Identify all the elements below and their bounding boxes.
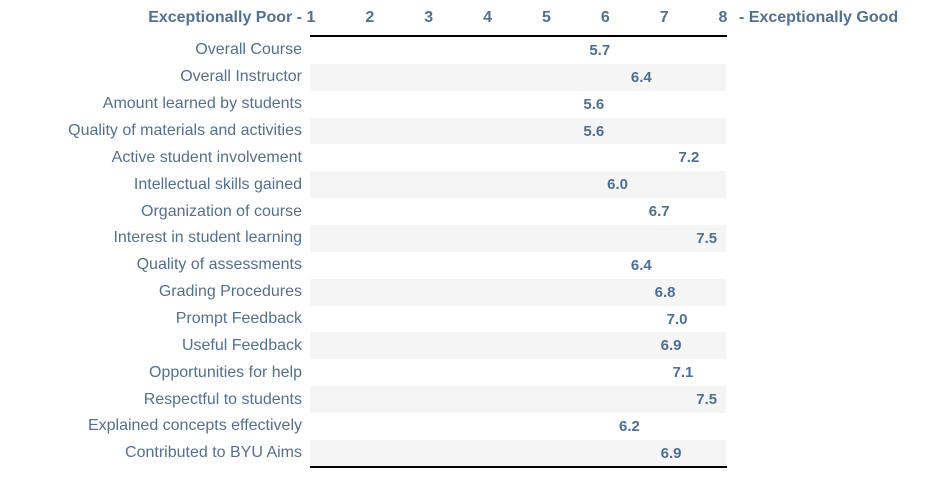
chart-row: Explained concepts effectively 6.2 bbox=[0, 413, 952, 440]
row-value: 6.7 bbox=[648, 203, 670, 221]
scale-tick-6: 6 bbox=[600, 9, 610, 26]
chart-row: Useful Feedback 6.9 bbox=[0, 332, 952, 360]
row-value: 5.6 bbox=[583, 122, 605, 140]
row-label: Opportunities for help bbox=[149, 363, 302, 381]
row-band: 5.6 bbox=[310, 91, 726, 118]
row-value: 6.9 bbox=[660, 444, 682, 462]
chart-row: Organization of course 6.7 bbox=[0, 198, 952, 225]
row-label: Contributed to BYU Aims bbox=[125, 444, 302, 462]
row-label: Quality of materials and activities bbox=[68, 122, 302, 139]
chart-row: Grading Procedures 6.8 bbox=[0, 278, 952, 306]
scale-header: Exceptionally Poor - 1 2 3 4 5 6 7 8 - Exceptio… bbox=[0, 4, 952, 32]
row-label: Respectful to students bbox=[143, 390, 302, 408]
chart-row: Contributed to BYU Aims 6.9 bbox=[0, 439, 952, 467]
scale-tick-7: 7 bbox=[659, 9, 669, 26]
row-label: Interest in student learning bbox=[113, 229, 302, 247]
row-label: Organization of course bbox=[141, 202, 302, 220]
row-value: 5.7 bbox=[589, 41, 611, 59]
chart-rows: Overall Course 5.7 Overall Instructor 6.4 Am… bbox=[0, 37, 952, 467]
chart-row: Overall Course 5.7 bbox=[0, 37, 952, 64]
row-label: Quality of assessments bbox=[136, 256, 302, 274]
row-value: 7.1 bbox=[672, 364, 694, 382]
chart-row: Quality of assessments 6.4 bbox=[0, 252, 952, 279]
row-value: 7.5 bbox=[696, 391, 718, 409]
row-band: 6.4 bbox=[310, 252, 726, 279]
row-value: 7.2 bbox=[678, 149, 700, 167]
row-band: 7.5 bbox=[310, 386, 726, 414]
row-label: Grading Procedures bbox=[158, 283, 302, 301]
row-label: Prompt Feedback bbox=[175, 310, 302, 328]
chart-row: Interest in student learning 7.5 bbox=[0, 225, 952, 252]
row-label: Intellectual skills gained bbox=[133, 175, 302, 193]
scale-tick-2: 2 bbox=[365, 9, 375, 26]
chart-row: Respectful to students 7.5 bbox=[0, 386, 952, 414]
row-band: 7.0 bbox=[310, 306, 726, 333]
row-label: Useful Feedback bbox=[181, 336, 302, 354]
row-label: Overall Course bbox=[195, 41, 302, 59]
row-band: 6.8 bbox=[310, 278, 726, 306]
row-value: 5.6 bbox=[583, 95, 605, 113]
chart-row: Amount learned by students 5.6 bbox=[0, 91, 952, 118]
scale-tick-4: 4 bbox=[483, 9, 493, 26]
row-band: 5.6 bbox=[310, 117, 726, 145]
row-value: 6.4 bbox=[630, 68, 652, 86]
bottom-axis-line bbox=[310, 466, 727, 468]
chart-row: Intellectual skills gained 6.0 bbox=[0, 171, 952, 199]
row-value: 6.9 bbox=[660, 337, 682, 355]
row-label: Active student involvement bbox=[111, 148, 302, 166]
row-value: 6.8 bbox=[654, 283, 676, 301]
row-label: Amount learned by students bbox=[102, 95, 302, 113]
scale-tick-5: 5 bbox=[541, 9, 551, 26]
chart-row: Overall Instructor 6.4 bbox=[0, 63, 952, 91]
row-value: 7.5 bbox=[696, 229, 718, 247]
row-value: 6.0 bbox=[607, 176, 628, 194]
row-band: 5.7 bbox=[310, 37, 726, 64]
scale-tick-row: 1 2 3 4 5 6 7 8 bbox=[307, 4, 728, 32]
row-band: 6.7 bbox=[310, 198, 726, 225]
scale-min-label: Exceptionally Poor - bbox=[148, 9, 302, 26]
row-value: 6.4 bbox=[630, 256, 652, 274]
row-band: 6.9 bbox=[310, 439, 726, 467]
row-band: 6.9 bbox=[310, 332, 726, 360]
row-label: Overall Instructor bbox=[180, 68, 302, 86]
scale-tick-3: 3 bbox=[424, 9, 434, 26]
row-band: 6.4 bbox=[310, 63, 726, 91]
chart-row: Prompt Feedback 7.0 bbox=[0, 306, 952, 333]
row-band: 7.5 bbox=[310, 225, 726, 252]
scale-max-label: - Exceptionally Good bbox=[739, 9, 899, 26]
chart-row: Quality of materials and activities 5.6 bbox=[0, 117, 952, 145]
row-band: 7.2 bbox=[310, 144, 726, 171]
row-band: 6.2 bbox=[310, 413, 726, 440]
row-value: 6.2 bbox=[619, 417, 640, 435]
top-axis-line bbox=[310, 35, 727, 37]
row-label: Explained concepts effectively bbox=[87, 417, 302, 435]
scale-tick-1: 1 bbox=[306, 9, 316, 26]
row-band: 6.0 bbox=[310, 171, 726, 199]
scale-tick-8: 8 bbox=[718, 9, 728, 26]
row-band: 7.1 bbox=[310, 359, 726, 386]
row-value: 7.0 bbox=[666, 310, 688, 328]
chart-row: Opportunities for help 7.1 bbox=[0, 359, 952, 386]
chart-row: Active student involvement 7.2 bbox=[0, 144, 952, 171]
